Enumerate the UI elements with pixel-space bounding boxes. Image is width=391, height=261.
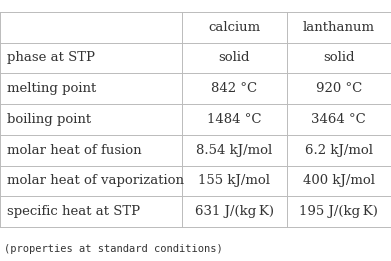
- Text: 631 J/(kg K): 631 J/(kg K): [195, 205, 274, 218]
- Text: 6.2 kJ/mol: 6.2 kJ/mol: [305, 144, 373, 157]
- Text: 400 kJ/mol: 400 kJ/mol: [303, 174, 375, 187]
- Text: solid: solid: [323, 51, 355, 64]
- Text: molar heat of fusion: molar heat of fusion: [7, 144, 142, 157]
- Text: melting point: melting point: [7, 82, 96, 95]
- Text: (properties at standard conditions): (properties at standard conditions): [4, 244, 222, 254]
- Text: phase at STP: phase at STP: [7, 51, 95, 64]
- Text: 155 kJ/mol: 155 kJ/mol: [198, 174, 270, 187]
- Text: solid: solid: [219, 51, 250, 64]
- Text: 8.54 kJ/mol: 8.54 kJ/mol: [196, 144, 273, 157]
- Text: 842 °C: 842 °C: [211, 82, 257, 95]
- Text: 1484 °C: 1484 °C: [207, 113, 262, 126]
- Text: boiling point: boiling point: [7, 113, 91, 126]
- Text: calcium: calcium: [208, 21, 260, 34]
- Text: specific heat at STP: specific heat at STP: [7, 205, 140, 218]
- Text: 920 °C: 920 °C: [316, 82, 362, 95]
- Text: 195 J/(kg K): 195 J/(kg K): [300, 205, 378, 218]
- Text: lanthanum: lanthanum: [303, 21, 375, 34]
- Text: molar heat of vaporization: molar heat of vaporization: [7, 174, 184, 187]
- Text: 3464 °C: 3464 °C: [311, 113, 366, 126]
